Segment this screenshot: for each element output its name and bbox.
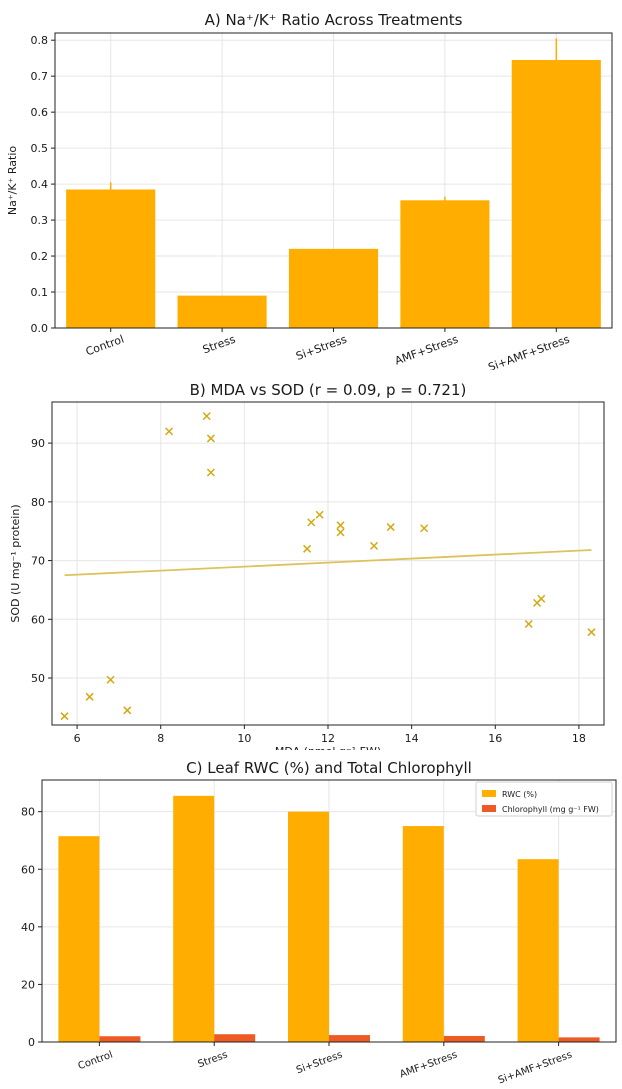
- chart-b-point: [537, 594, 546, 603]
- chart-c-ytick-label: 60: [21, 863, 35, 876]
- chart-c-bar-chlorophyll: [99, 1036, 141, 1042]
- chart-c-bar-chlorophyll: [214, 1034, 256, 1042]
- chart-c-xtick-label: Si+Stress: [295, 1049, 344, 1076]
- chart-c-bar-rwc: [288, 811, 329, 1042]
- chart-a-ytick-label: 0.1: [31, 286, 49, 299]
- chart-b-point: [206, 468, 215, 477]
- chart-a-ylabel: Na⁺/K⁺ Ratio: [6, 146, 19, 216]
- chart-b-xtick-label: 12: [321, 732, 335, 745]
- chart-c-ytick-label: 0: [28, 1036, 35, 1049]
- chart-c-bar-chlorophyll: [443, 1035, 485, 1042]
- chart-a-title: A) Na⁺/K⁺ Ratio Across Treatments: [205, 11, 463, 29]
- chart-c-bar-chlorophyll: [329, 1035, 370, 1042]
- chart-a-ytick-label: 0.7: [31, 70, 49, 83]
- chart-b-xtick-label: 6: [74, 732, 81, 745]
- chart-c-legend: RWC (%) Chlorophyll (mg g⁻¹ FW): [475, 781, 613, 817]
- chart-b-xtick-label: 18: [572, 732, 586, 745]
- chart-b-point: [369, 541, 379, 550]
- chart-a-frame: [54, 32, 613, 329]
- chart-b-point: [202, 412, 211, 421]
- chart-b-point: [206, 434, 215, 443]
- chart-b-ytick-label: 80: [31, 496, 45, 509]
- chart-a-ytick-label: 0.0: [31, 322, 49, 335]
- chart-a-na-k-ratio: A) Na⁺/K⁺ Ratio Across Treatments 0.0 0.1 0…: [6, 11, 613, 370]
- chart-b-point: [123, 706, 132, 715]
- chart-b-ylabel: SOD (U mg⁻¹ protein): [9, 504, 22, 622]
- chart-a-xtick-label: Control: [84, 333, 126, 359]
- chart-a-xtick-label: Stress: [201, 333, 237, 357]
- chart-a-ytick-label: 0.2: [31, 250, 49, 263]
- chart-c-bar-rwc: [402, 826, 444, 1042]
- chart-c-xtick-label: AMF+Stress: [398, 1049, 458, 1080]
- chart-a-bar: [177, 295, 267, 328]
- chart-c-bar-chlorophyll: [558, 1037, 600, 1042]
- chart-b-point: [336, 521, 345, 530]
- chart-b-point: [106, 675, 115, 684]
- chart-c-bar-rwc: [173, 795, 215, 1042]
- chart-c-xtick-label: Si+AMF+Stress: [497, 1049, 574, 1086]
- chart-a-xtick-label: Si+AMF+Stress: [486, 333, 571, 370]
- chart-c-ytick-label: 80: [21, 806, 35, 819]
- chart-c-ytick-label: 20: [21, 978, 35, 991]
- chart-b-point: [60, 712, 69, 721]
- chart-b-point: [386, 523, 395, 532]
- chart-b-point: [307, 518, 316, 527]
- chart-b-ytick-label: 60: [31, 613, 45, 626]
- chart-a-ytick-label: 0.4: [31, 178, 49, 191]
- chart-b-ytick-label: 90: [31, 437, 45, 450]
- chart-b-frame: [51, 401, 605, 726]
- chart-c-frame: [41, 779, 617, 1043]
- chart-a-ytick-label: 0.8: [31, 34, 49, 47]
- chart-b-xtick-label: 8: [157, 732, 164, 745]
- chart-b-point: [303, 544, 312, 553]
- chart-b-xtick-label: 16: [488, 732, 502, 745]
- chart-a-bar: [400, 200, 490, 328]
- chart-b-xtick-label: 14: [405, 732, 419, 745]
- chart-c-rwc-chlorophyll: C) Leaf RWC (%) and Total Chlorophyll 0 20…: [21, 759, 617, 1086]
- chart-a-bar: [66, 189, 156, 328]
- chart-b-xtick-label: 10: [237, 732, 251, 745]
- chart-b-point: [315, 510, 324, 519]
- chart-c-legend-label: RWC (%): [502, 790, 537, 799]
- chart-b-point: [524, 619, 533, 629]
- chart-c-title: C) Leaf RWC (%) and Total Chlorophyll: [186, 759, 472, 777]
- chart-b-point: [336, 528, 345, 537]
- chart-c-legend-box: [475, 781, 613, 817]
- chart-c-xtick-label: Stress: [197, 1049, 230, 1070]
- chart-a-ytick-label: 0.3: [31, 214, 49, 227]
- chart-b-point: [165, 427, 174, 436]
- chart-c-xtick-label: Control: [77, 1049, 115, 1072]
- chart-b-fit-line: [64, 549, 592, 577]
- chart-c-ytick-label: 40: [21, 921, 35, 934]
- chart-b-mda-vs-sod: B) MDA vs SOD (r = 0.09, p = 0.721) 6 8 10 1…: [9, 381, 605, 750]
- chart-a-bar: [511, 59, 601, 328]
- chart-b-point: [420, 524, 429, 533]
- chart-a-ytick-label: 0.6: [31, 106, 49, 119]
- chart-a-xtick-label: AMF+Stress: [393, 333, 460, 368]
- chart-b-title: B) MDA vs SOD (r = 0.09, p = 0.721): [190, 381, 467, 399]
- chart-c-legend-label: Chlorophyll (mg g⁻¹ FW): [502, 805, 599, 814]
- chart-c-legend-swatch: [482, 805, 496, 812]
- chart-b-point: [85, 692, 94, 701]
- chart-b-ytick-label: 50: [31, 672, 45, 685]
- chart-b-point: [587, 628, 596, 637]
- chart-a-ytick-label: 0.5: [31, 142, 49, 155]
- chart-a-xtick-label: Si+Stress: [294, 333, 349, 363]
- chart-b-xlabel: MDA (nmol g⁻¹ FW): [275, 745, 381, 750]
- chart-c-legend-swatch: [482, 790, 496, 797]
- chart-a-bar: [288, 248, 379, 328]
- chart-c-bar-rwc: [517, 859, 559, 1042]
- chart-b-ytick-label: 70: [31, 555, 45, 568]
- chart-c-bar-rwc: [58, 836, 100, 1042]
